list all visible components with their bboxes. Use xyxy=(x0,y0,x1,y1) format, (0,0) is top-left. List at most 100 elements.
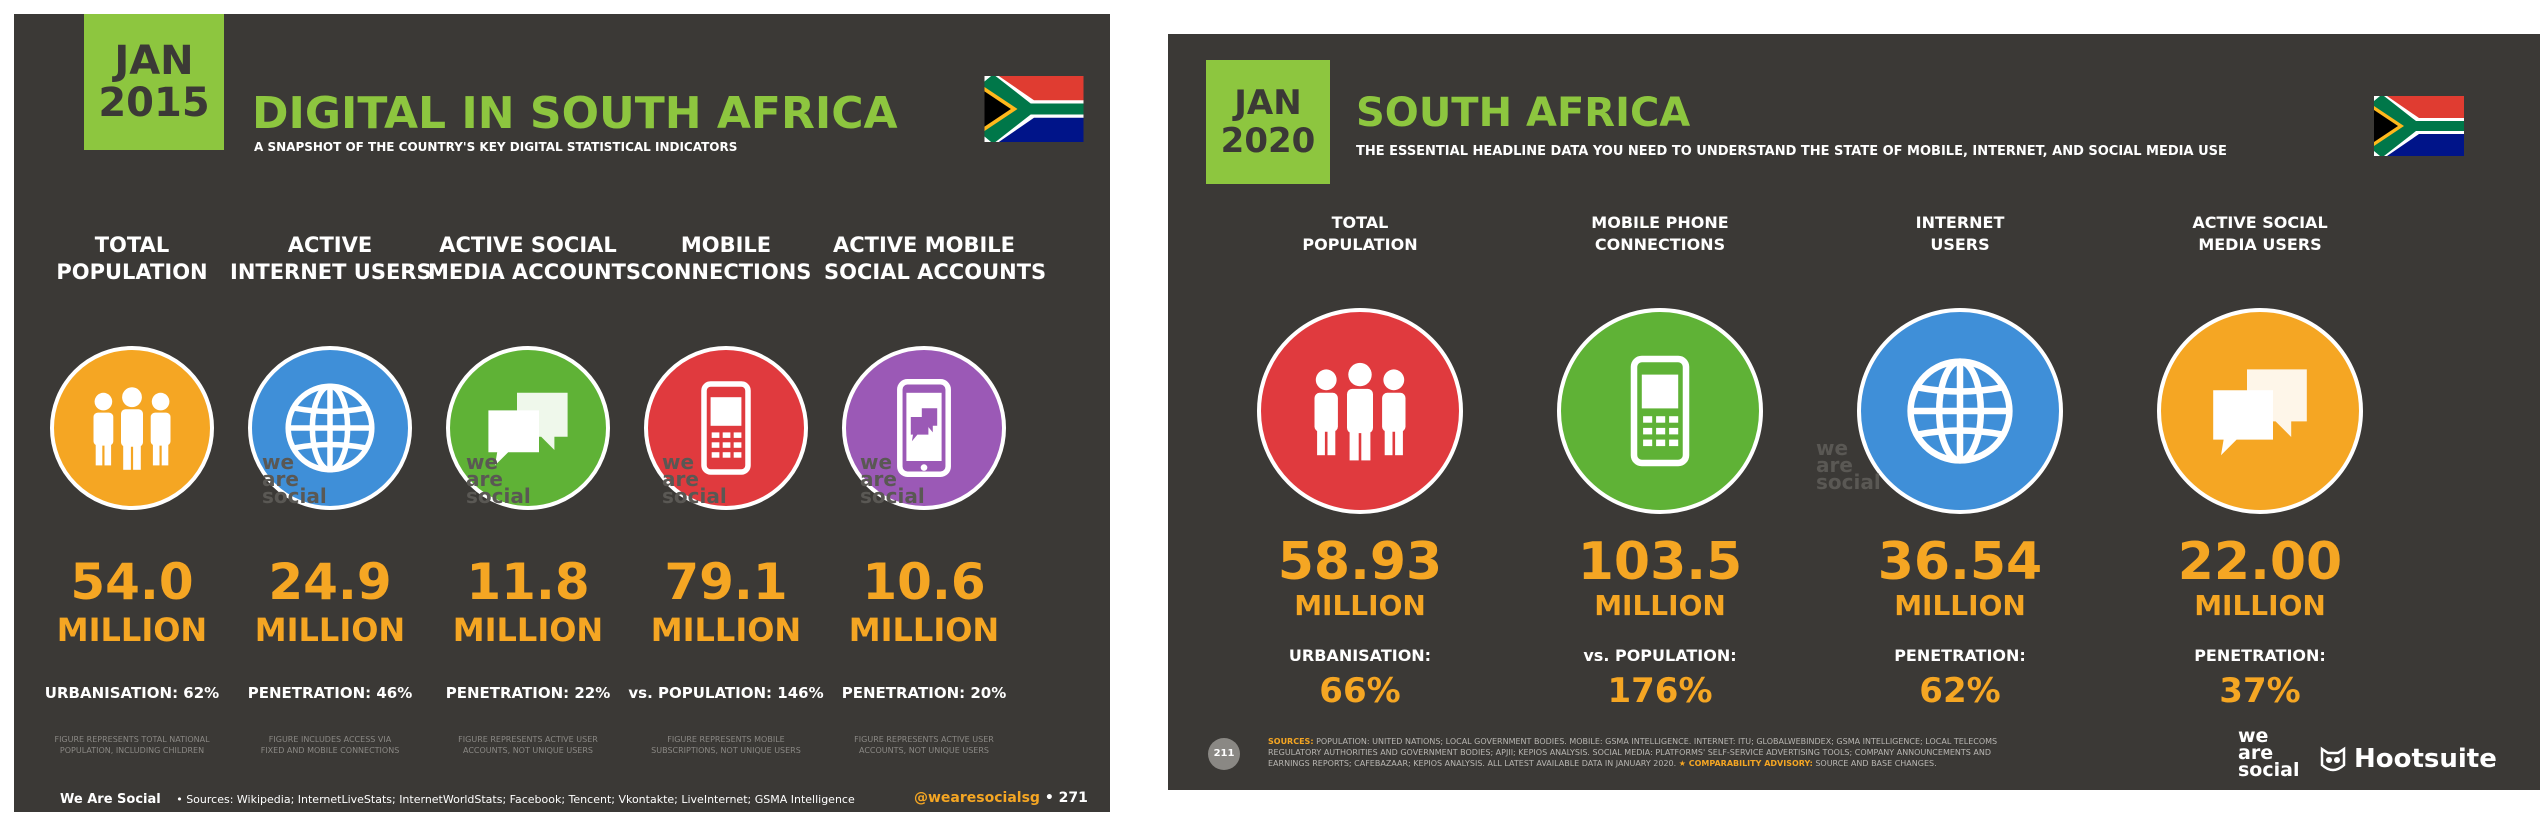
metric-value: 22.00 xyxy=(2177,532,2343,592)
metric-icon-circle xyxy=(2157,308,2363,514)
metric-subtext: vs. POPULATION: xyxy=(1583,646,1737,665)
slide-subtitle: THE ESSENTIAL HEADLINE DATA YOU NEED TO … xyxy=(1356,144,2227,159)
metric-label: MOBILE PHONE CONNECTIONS xyxy=(1540,212,1780,258)
date-year: 2015 xyxy=(98,80,210,126)
metric-footnote: FIGURE REPRESENTS TOTAL NATIONAL POPULATI… xyxy=(54,735,210,755)
metric-subvalue: 62% xyxy=(1919,671,2001,711)
date-tab: JAN 2015 xyxy=(84,14,224,150)
slide-subtitle: A SNAPSHOT OF THE COUNTRY'S KEY DIGITAL … xyxy=(254,140,738,154)
metric-card: ACTIVE SOCIAL MEDIA USERS 22.00 MILLION PEN… xyxy=(2140,212,2380,711)
metric-label-line: SOCIAL ACCOUNTS xyxy=(824,260,1047,284)
date-year: 2020 xyxy=(1220,121,1316,161)
metric-subtext: PENETRATION: 20% xyxy=(841,684,1007,702)
metric-unit: MILLION xyxy=(2194,589,2326,622)
date-month: JAN xyxy=(1234,83,1302,123)
metric-label-line: ACTIVE SOCIAL xyxy=(439,233,617,257)
speech-bubbles-icon xyxy=(2213,369,2307,456)
south-africa-flag-icon xyxy=(2374,96,2464,156)
metric-label: ACTIVE SOCIAL MEDIA ACCOUNTS xyxy=(428,232,641,288)
metric-subvalue: 37% xyxy=(2219,671,2301,711)
footer-handle-text: @wearesocialsg xyxy=(914,790,1040,806)
mobile-phone-icon xyxy=(701,381,751,475)
slide-2015: JAN 2015 DIGITAL IN SOUTH AFRICA A SNAPS… xyxy=(14,14,1110,812)
metric-footnote: FIGURE INCLUDES ACCESS VIA FIXED AND MOBI… xyxy=(260,735,400,755)
metric-label: ACTIVE MOBILE SOCIAL ACCOUNTS xyxy=(824,232,1047,288)
metric-card: MOBILE PHONE CONNECTIONS 103.5 MILLION vs. … xyxy=(1540,212,1780,711)
metric-unit: MILLION xyxy=(1594,589,1726,622)
sources-label: SOURCES: xyxy=(1268,737,1314,746)
metric-icon-circle xyxy=(644,346,808,510)
metric-value: 36.54 xyxy=(1877,532,2043,592)
metric-subtext: PENETRATION: xyxy=(2194,646,2326,665)
metric-label: TOTAL POPULATION xyxy=(1240,212,1480,258)
metric-value: 58.93 xyxy=(1277,532,1443,592)
advisory-label: COMPARABILITY ADVISORY: xyxy=(1688,759,1813,768)
metric-label-line: USERS xyxy=(1930,235,1990,254)
watermark-we-are-social: we are social xyxy=(1816,436,1881,494)
metric-card: ACTIVE MOBILE SOCIAL ACCOUNTS 10.6 MILLION… xyxy=(824,232,1047,756)
people-icon xyxy=(1314,362,1406,461)
metric-subtext: PENETRATION: xyxy=(1894,646,2026,665)
globe-icon xyxy=(1907,358,2013,464)
mobile-phone-icon xyxy=(1630,355,1690,467)
metric-label-line: ACTIVE xyxy=(287,233,373,257)
hootsuite-logo: Hootsuite xyxy=(2318,744,2497,775)
metric-value: 54.0 xyxy=(70,553,194,611)
globe-icon xyxy=(285,383,375,473)
metric-icon-circle xyxy=(248,346,412,510)
metric-unit: MILLION xyxy=(650,611,802,649)
metric-card: ACTIVE INTERNET USERS 24.9 MILLION PENETRAT… xyxy=(230,232,432,756)
watermark-we-are-social: we are social xyxy=(860,450,925,508)
metric-card: TOTAL POPULATION 54.0 MILLION URBANISATION:… xyxy=(32,232,232,756)
metric-footnote: FIGURE REPRESENTS MOBILE SUBSCRIPTIONS, N… xyxy=(651,735,801,755)
metric-icon-circle xyxy=(1257,308,1463,514)
hootsuite-text: Hootsuite xyxy=(2354,744,2497,774)
metric-subtext: vs. POPULATION: 146% xyxy=(628,684,824,702)
footer-sources: SOURCES: POPULATION: UNITED NATIONS; LOC… xyxy=(1268,736,2268,769)
watermark-we-are-social: we are social xyxy=(662,450,727,508)
slide-2020: JAN 2020 SOUTH AFRICA THE ESSENTIAL HEAD… xyxy=(1168,34,2540,790)
speech-bubbles-icon xyxy=(488,392,568,466)
slide-title: SOUTH AFRICA xyxy=(1356,90,1691,136)
metric-subvalue: 176% xyxy=(1607,671,1713,711)
owl-icon xyxy=(2320,746,2346,771)
metric-footnote: FIGURE REPRESENTS ACTIVE USER ACCOUNTS, N… xyxy=(854,735,994,755)
metric-label-line: MEDIA USERS xyxy=(2198,235,2322,254)
metric-card: INTERNET USERS 36.54 MILLION PENETRATION: 62… xyxy=(1840,212,2080,711)
metric-subtext: URBANISATION: xyxy=(1288,646,1432,665)
metric-unit: MILLION xyxy=(452,611,604,649)
metric-unit: MILLION xyxy=(254,611,406,649)
sources-line: POPULATION: UNITED NATIONS; LOCAL GOVERN… xyxy=(1316,737,1998,746)
metric-card: ACTIVE SOCIAL MEDIA ACCOUNTS 11.8 MILLION P… xyxy=(428,232,641,756)
metric-unit: MILLION xyxy=(56,611,208,649)
metric-label-line: TOTAL xyxy=(94,233,170,257)
metric-subtext: URBANISATION: 62% xyxy=(44,684,220,702)
metric-unit: MILLION xyxy=(1294,589,1426,622)
metric-footnote: FIGURE REPRESENTS ACTIVE USER ACCOUNTS, N… xyxy=(458,735,598,755)
metric-icon-circle xyxy=(50,346,214,510)
metric-value: 24.9 xyxy=(268,553,392,611)
footer-brand: We Are Social xyxy=(60,792,161,807)
metric-icon-circle xyxy=(446,346,610,510)
metric-label: INTERNET USERS xyxy=(1840,212,2080,258)
mobile-social-icon xyxy=(897,379,951,477)
we-are-social-logo: we are social xyxy=(2238,725,2300,781)
page-number: 211 xyxy=(1208,738,1240,770)
metric-icon-circle xyxy=(842,346,1006,510)
metric-unit: MILLION xyxy=(848,611,1000,649)
metric-label-line: POPULATION xyxy=(1302,235,1418,254)
metric-subtext: PENETRATION: 22% xyxy=(445,684,611,702)
metric-unit: MILLION xyxy=(1894,589,2026,622)
metric-label: ACTIVE SOCIAL MEDIA USERS xyxy=(2140,212,2380,258)
metric-label-line: INTERNET USERS xyxy=(230,260,432,284)
sources-line: EARNINGS REPORTS; CAFEBAZAAR; KEPIOS ANA… xyxy=(1268,759,1677,768)
metric-label-line: CONNECTIONS xyxy=(1594,235,1726,254)
metric-value: 103.5 xyxy=(1577,532,1743,592)
metric-label: MOBILE CONNECTIONS xyxy=(626,232,826,288)
metric-label: TOTAL POPULATION xyxy=(32,232,232,288)
footer-sources-text: • Sources: Wikipedia; InternetLiveStats;… xyxy=(176,793,855,806)
metric-label-line: MOBILE PHONE xyxy=(1591,213,1729,232)
metric-label-line: INTERNET xyxy=(1915,213,2005,232)
watermark-we-are-social: we are social xyxy=(466,450,531,508)
metric-value: 11.8 xyxy=(466,553,590,611)
